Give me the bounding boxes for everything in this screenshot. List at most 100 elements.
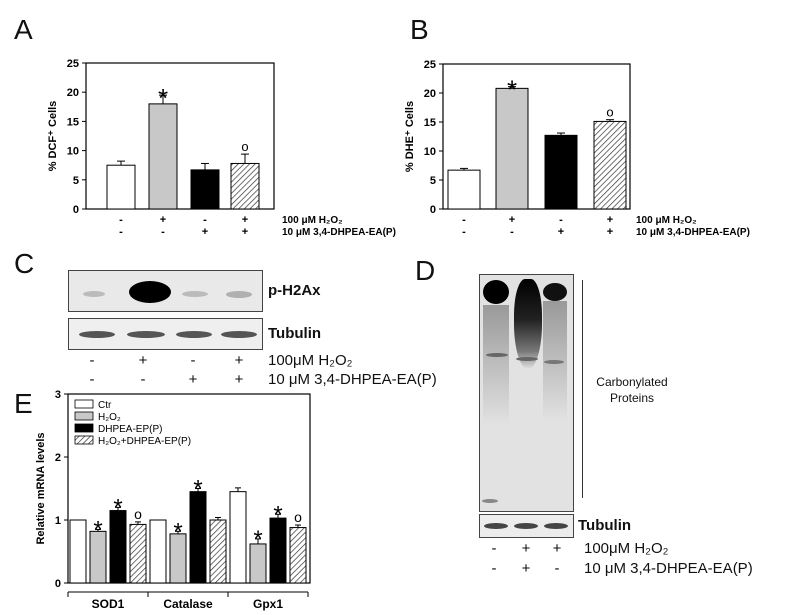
panel-label-a: A — [14, 14, 33, 45]
a-sign: - — [119, 226, 123, 238]
b-ytick-label: 15 — [424, 117, 436, 129]
e-legend-label-3: H₂O₂+DHPEA-EP(P) — [98, 436, 191, 447]
e-plot-frame — [67, 393, 311, 584]
smear — [483, 305, 509, 425]
sign: - — [89, 371, 95, 388]
e-bar-1-2 — [189, 491, 207, 584]
sign: + — [234, 352, 244, 369]
sign: + — [188, 371, 198, 388]
e-annotation: o — [134, 506, 142, 522]
sign: + — [521, 560, 531, 577]
a-plot-frame — [85, 62, 275, 210]
panel-label-d: D — [415, 255, 436, 286]
e-legend-label-2: DHPEA-EP(P) — [98, 424, 162, 435]
a-sign: + — [202, 226, 208, 238]
panel-label-b: B — [410, 14, 429, 45]
b-ytick-label: 20 — [424, 88, 436, 100]
band — [544, 523, 568, 529]
sign: + — [234, 371, 244, 388]
blot-d-tubulin — [479, 514, 574, 538]
e-bar-2-3 — [289, 527, 307, 584]
a-sign: - — [119, 214, 123, 226]
blot-c-row-2-label: 10 μM 3,4-DHPEA-EA(P) — [268, 371, 437, 388]
a-ytick-label: 5 — [73, 175, 79, 187]
sign: + — [521, 540, 531, 557]
a-sign: + — [242, 214, 248, 226]
b-condition-label-0: 100 μM H₂O₂ — [636, 215, 697, 226]
a-ylabel: % DCF⁺ Cells — [47, 101, 59, 172]
e-group-label-2: Gpx1 — [253, 597, 283, 611]
b-sign: - — [510, 226, 514, 238]
a-annotation-1: * — [158, 83, 168, 113]
b-annotation-3: o — [606, 105, 613, 120]
e-ytick-label: 1 — [55, 515, 61, 527]
a-ytick-label: 15 — [67, 116, 79, 128]
e-ylabel: Relative mRNA levels — [35, 432, 47, 544]
e-bar-0-3 — [129, 523, 147, 584]
sign: + — [552, 540, 562, 557]
blot-c-label-ph2ax: p-H2Ax — [268, 282, 321, 299]
a-bar-3 — [230, 162, 260, 210]
e-legend-swatch-2 — [74, 423, 94, 433]
bracket-line — [582, 280, 583, 498]
sign: - — [554, 560, 560, 577]
b-ytick-label: 0 — [430, 204, 436, 216]
blot-d-label-tubulin: Tubulin — [578, 517, 632, 534]
e-ytick-label: 2 — [55, 452, 61, 464]
a-condition-label-0: 100 μM H₂O₂ — [282, 215, 343, 226]
b-bar-1 — [495, 87, 529, 210]
band — [486, 353, 508, 357]
band — [484, 523, 508, 529]
a-bar-2 — [190, 169, 220, 210]
band — [516, 357, 538, 361]
sign: - — [491, 560, 497, 577]
e-bar-1-0 — [149, 519, 167, 584]
b-sign: + — [509, 214, 515, 226]
e-legend-label-0: Ctr — [98, 400, 112, 411]
e-ytick-label: 3 — [55, 389, 61, 401]
blot-c-tubulin — [68, 318, 263, 350]
b-sign: + — [607, 226, 613, 238]
smear — [514, 279, 542, 369]
sign: + — [138, 352, 148, 369]
a-annotation-3: o — [241, 139, 248, 154]
b-ylabel: % DHE⁺ Cells — [404, 101, 416, 172]
e-annotation: * — [193, 476, 202, 503]
band — [482, 499, 498, 503]
a-ytick-label: 25 — [67, 58, 79, 70]
e-group-label-1: Catalase — [163, 597, 213, 611]
panel-label-c: C — [14, 248, 35, 279]
a-ytick-label: 20 — [67, 87, 79, 99]
e-bar-2-0 — [229, 491, 247, 584]
chart-e: 0 1 2 3 Relative mRNA levels * * o SOD1 * * Catalas… — [35, 389, 311, 611]
e-ytick-label: 0 — [55, 578, 61, 590]
panel-label-e: E — [14, 388, 33, 419]
band — [483, 280, 509, 304]
sign: - — [190, 352, 196, 369]
blot-c-label-tubulin: Tubulin — [268, 325, 322, 342]
a-condition-label-1: 10 μM 3,4-DHPEA-EA(P) — [282, 227, 396, 238]
b-ytick-label: 10 — [424, 146, 436, 158]
e-legend-swatch-1 — [74, 411, 94, 421]
band — [127, 331, 165, 338]
b-plot-frame — [442, 63, 631, 210]
band — [543, 283, 567, 301]
e-legend-swatch-3 — [74, 435, 94, 445]
band — [79, 331, 115, 338]
b-ytick-label: 5 — [430, 175, 436, 187]
a-sign: + — [160, 214, 166, 226]
b-annotation-1: * — [507, 75, 517, 105]
e-bar-0-0 — [69, 519, 87, 584]
blot-d-carbonylated — [479, 274, 574, 512]
b-bar-2 — [544, 134, 578, 210]
blot-d-row-2-label: 10 μM 3,4-DHPEA-EA(P) — [584, 560, 753, 577]
a-ytick-label: 10 — [67, 146, 79, 158]
b-bar-3 — [593, 120, 627, 210]
band — [226, 291, 252, 298]
a-sign: - — [203, 214, 207, 226]
sign: - — [140, 371, 146, 388]
a-bar-1 — [148, 103, 178, 210]
blot-c-row-1-label: 100μM H₂O₂ — [268, 352, 353, 369]
